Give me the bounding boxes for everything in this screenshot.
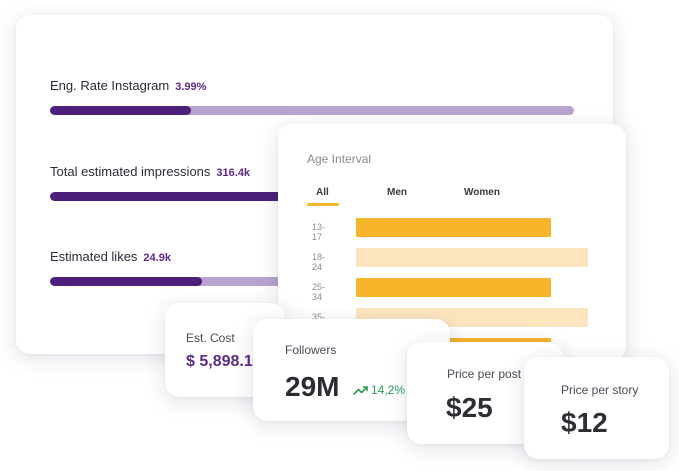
metric-label: Estimated likes: [50, 249, 138, 264]
metric-eng-rate: Eng. Rate Instagram 3.99%: [50, 77, 574, 115]
progress-fill: [50, 192, 365, 201]
tab-all[interactable]: All: [316, 187, 329, 198]
price-per-story-label: Price per story: [561, 383, 639, 397]
followers-label: Followers: [285, 343, 337, 357]
progress-fill: [50, 277, 202, 286]
metric-value: 3.99%: [175, 81, 207, 93]
est-cost-value: $ 5,898.19: [186, 353, 262, 370]
progress-track: [50, 106, 574, 115]
followers-value: 29M: [285, 371, 340, 402]
metric-value: 24.9k: [143, 252, 171, 264]
tab-men[interactable]: Men: [387, 187, 407, 198]
age-label: 25-34: [312, 282, 326, 302]
est-cost-label: Est. Cost: [186, 331, 235, 345]
age-bar: [356, 278, 551, 297]
price-per-post-label: Price per post: [447, 367, 522, 381]
price-per-post-value: $25: [446, 392, 493, 423]
price-per-story-value: $12: [561, 407, 608, 438]
metric-value: 316.4k: [216, 167, 251, 179]
age-label: 18-24: [312, 252, 326, 272]
age-interval-title: Age Interval: [307, 152, 372, 166]
followers-change: 14,2%: [353, 383, 405, 397]
progress-fill: [50, 106, 192, 115]
metric-label: Total estimated impressions: [50, 164, 211, 179]
age-bar: [356, 218, 551, 237]
age-bar: [356, 248, 588, 267]
followers-change-value: 14,2%: [371, 383, 406, 397]
age-label: 13-17: [312, 222, 326, 242]
active-tab-indicator: [307, 203, 339, 206]
trend-up-icon: [353, 386, 368, 395]
price-per-story-card: Price per story $12: [524, 357, 669, 459]
tab-women[interactable]: Women: [464, 187, 500, 198]
metric-label: Eng. Rate Instagram: [50, 78, 170, 93]
